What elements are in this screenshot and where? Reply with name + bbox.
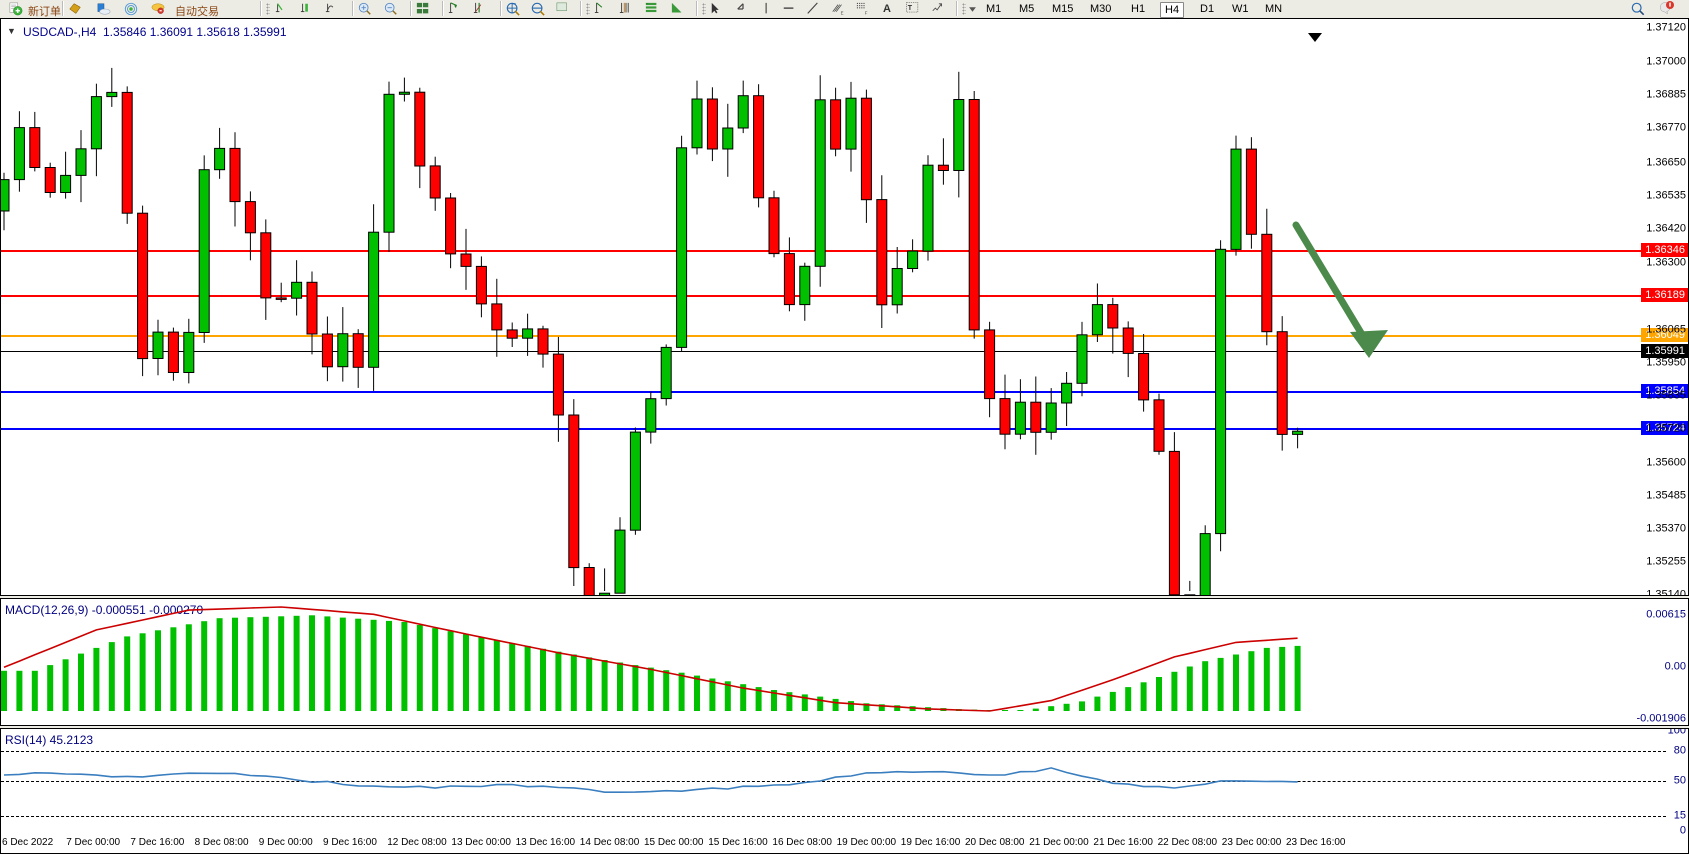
- svg-text:T: T: [908, 5, 913, 12]
- svg-text:E: E: [841, 10, 844, 15]
- svg-text:F: F: [865, 10, 868, 15]
